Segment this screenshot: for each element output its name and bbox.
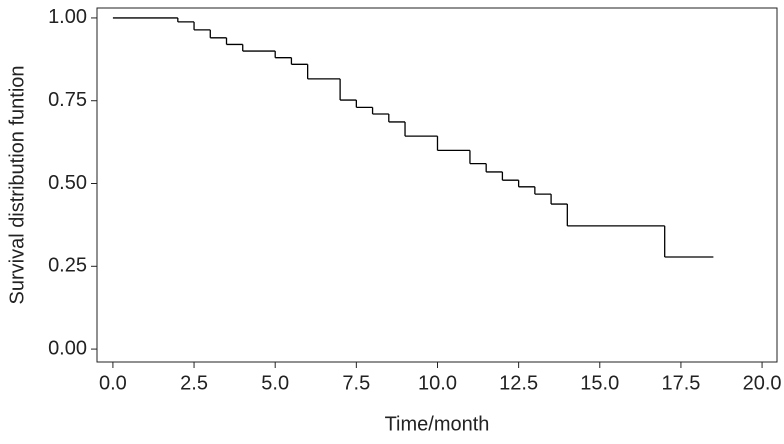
y-tick-label: 1.00 (48, 6, 87, 28)
y-tick-label: 0.25 (48, 255, 87, 277)
x-axis-label: Time/month (385, 413, 490, 435)
y-tick-label: 0.75 (48, 89, 87, 111)
x-tick-label: 0.0 (99, 372, 127, 394)
x-tick-label: 10.0 (418, 372, 457, 394)
y-tick-label: 0.00 (48, 337, 87, 359)
x-tick-label: 17.5 (661, 372, 700, 394)
x-tick-label: 20.0 (743, 372, 782, 394)
x-tick-label: 15.0 (580, 372, 619, 394)
x-tick-label: 12.5 (499, 372, 538, 394)
x-tick-label: 7.5 (342, 372, 370, 394)
x-tick-label: 2.5 (180, 372, 208, 394)
y-tick-label: 0.50 (48, 172, 87, 194)
x-tick-label: 5.0 (261, 372, 289, 394)
y-axis-label: Survival distribution funtion (6, 65, 28, 304)
plot-frame (96, 7, 778, 363)
